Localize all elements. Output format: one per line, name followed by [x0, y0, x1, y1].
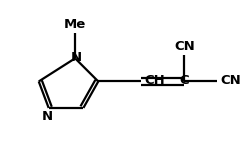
Text: C: C: [180, 74, 189, 87]
Text: CN: CN: [174, 40, 195, 53]
Text: CN: CN: [220, 74, 241, 87]
Text: N: N: [41, 110, 53, 123]
Text: Me: Me: [64, 18, 86, 31]
Text: CH: CH: [144, 74, 165, 87]
Text: N: N: [71, 51, 82, 64]
